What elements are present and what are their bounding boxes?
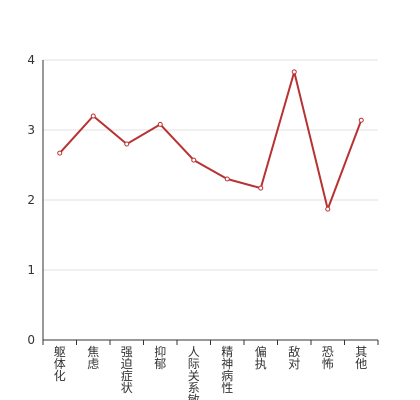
- x-tick-label: 焦虑: [87, 345, 99, 371]
- data-point: [191, 157, 197, 163]
- y-tick-label: 3: [27, 123, 35, 137]
- data-point: [57, 150, 63, 156]
- y-tick-label: 0: [27, 333, 35, 347]
- data-point: [258, 185, 264, 191]
- series-group: [57, 69, 364, 212]
- data-point: [358, 117, 364, 123]
- x-tick-label: 躯体化: [54, 344, 66, 383]
- x-tick-label: 偏执: [255, 344, 267, 371]
- data-point: [291, 69, 297, 75]
- data-point: [224, 176, 230, 182]
- y-tick-label: 1: [27, 263, 35, 277]
- x-tick-label: 恐怖: [322, 345, 334, 371]
- y-tick-label: 2: [27, 193, 35, 207]
- data-point: [124, 141, 130, 147]
- data-point: [325, 206, 331, 212]
- x-tick-label: 强迫症状: [121, 345, 133, 395]
- x-tick-label: 其他: [355, 345, 367, 371]
- y-tick-label: 4: [27, 53, 35, 67]
- x-tick-label: 抑郁: [154, 344, 166, 371]
- grid-lines: [43, 59, 378, 271]
- data-point: [90, 113, 96, 119]
- y-axis: 0 1 2 3 4: [27, 53, 44, 347]
- data-point: [157, 121, 163, 127]
- series-line: [59, 70, 363, 211]
- x-tick-label: 人际关系敏感: [188, 345, 200, 400]
- x-tick-label: 精神病性: [221, 345, 233, 395]
- x-tick-label: 敌对: [288, 344, 300, 371]
